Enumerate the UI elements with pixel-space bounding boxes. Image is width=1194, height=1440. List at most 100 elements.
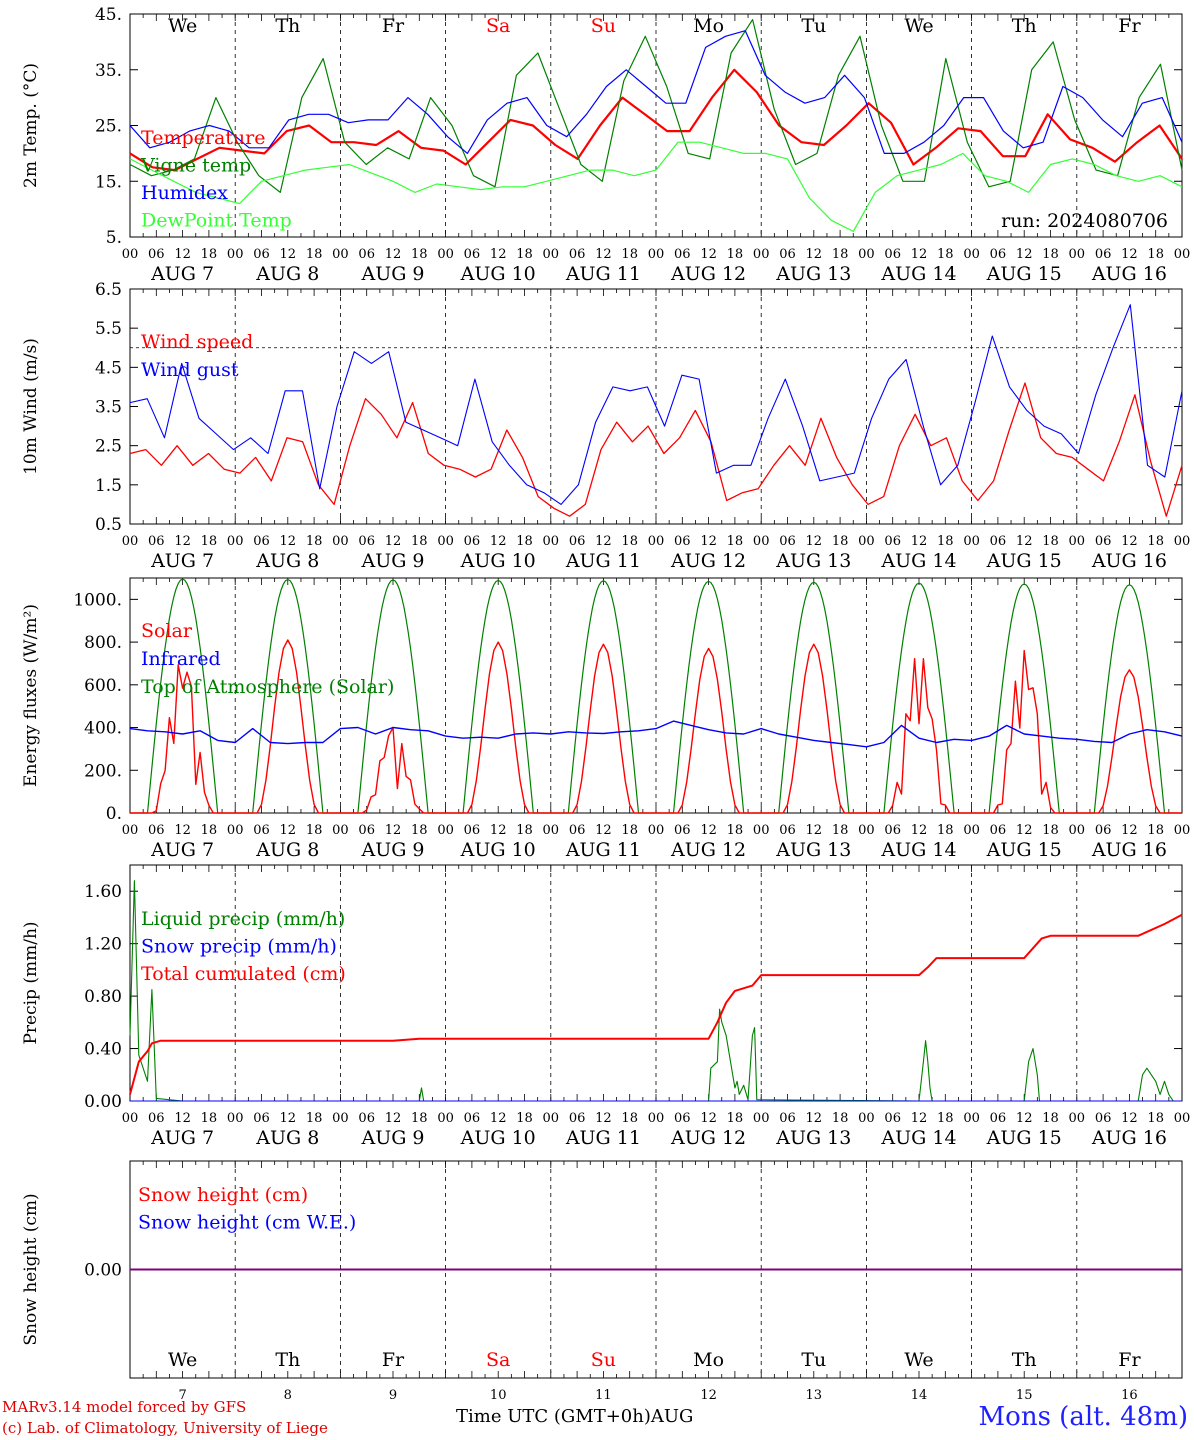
day-number-label: 15 — [1016, 1388, 1033, 1403]
y-tick-label: 1.5 — [95, 476, 122, 496]
weekday-label: Mo — [693, 1349, 724, 1371]
hour-label: 00 — [753, 1111, 770, 1126]
hour-label: 12 — [1016, 534, 1033, 549]
date-label: AUG 14 — [880, 839, 956, 861]
date-label: AUG 7 — [150, 1127, 214, 1149]
y-tick-label: 15. — [95, 172, 122, 192]
hour-label: 12 — [1121, 1111, 1138, 1126]
y-tick-label: 1.60 — [84, 882, 122, 902]
y-tick-label: 600. — [84, 676, 122, 696]
hour-label: 06 — [1095, 247, 1112, 262]
hour-label: 18 — [937, 534, 954, 549]
hour-label: 00 — [122, 534, 139, 549]
series-liquid-precip-mm-h- — [129, 880, 1174, 1102]
weekday-label: Th — [275, 15, 300, 37]
day-number-label: 7 — [178, 1388, 186, 1403]
series-vigne-temp — [129, 19, 1183, 193]
hour-label: 00 — [543, 534, 560, 549]
y-tick-label: 5. — [106, 228, 122, 248]
hour-label: 00 — [753, 823, 770, 838]
weekday-label: Fr — [1118, 1349, 1141, 1371]
hour-label: 00 — [858, 534, 875, 549]
hour-label: 00 — [1174, 1111, 1191, 1126]
y-tick-label: 5.5 — [95, 319, 122, 339]
hour-label: 18 — [1042, 534, 1059, 549]
weekday-label: We — [904, 15, 933, 37]
hour-label: 00 — [437, 534, 454, 549]
date-label: AUG 13 — [775, 263, 851, 285]
hour-label: 12 — [174, 247, 191, 262]
hour-label: 00 — [543, 247, 560, 262]
legend-entry: Vigne temp — [140, 155, 251, 177]
y-tick-label: 0.5 — [95, 515, 122, 535]
hour-label: 12 — [385, 823, 402, 838]
hour-label: 12 — [385, 247, 402, 262]
station-name: Mons (alt. 48m) — [978, 1402, 1188, 1432]
date-label: AUG 13 — [775, 839, 851, 861]
hour-label: 18 — [201, 247, 218, 262]
hour-label: 06 — [1095, 534, 1112, 549]
hour-label: 00 — [437, 247, 454, 262]
hour-label: 18 — [1147, 534, 1164, 549]
date-label: AUG 15 — [986, 1127, 1062, 1149]
hour-label: 18 — [306, 534, 323, 549]
hour-label: 18 — [1042, 247, 1059, 262]
date-label: AUG 7 — [150, 550, 214, 572]
hour-label: 06 — [674, 247, 691, 262]
hour-label: 18 — [516, 247, 533, 262]
date-label: AUG 7 — [150, 839, 214, 861]
day-number-label: 13 — [806, 1388, 823, 1403]
hour-label: 12 — [280, 247, 297, 262]
series-wind-gust — [129, 304, 1183, 505]
hour-label: 18 — [832, 247, 849, 262]
hour-label: 18 — [1042, 1111, 1059, 1126]
y-tick-label: 6.5 — [95, 280, 122, 300]
hour-label: 18 — [832, 823, 849, 838]
series-total-cumulated-cm- — [129, 913, 1183, 1095]
y-tick-label: 3.5 — [95, 398, 122, 418]
legend-entry: Snow height (cm) — [138, 1184, 308, 1206]
hour-label: 06 — [148, 823, 165, 838]
hour-label: 06 — [1095, 823, 1112, 838]
hour-label: 06 — [674, 534, 691, 549]
hour-label: 06 — [464, 823, 481, 838]
hour-label: 12 — [911, 534, 928, 549]
hour-label: 18 — [1147, 823, 1164, 838]
hour-label: 00 — [753, 534, 770, 549]
hour-label: 18 — [727, 1111, 744, 1126]
legend-entry: Solar — [141, 620, 193, 642]
weekday-label: Fr — [382, 15, 405, 37]
hour-label: 06 — [148, 534, 165, 549]
hour-label: 18 — [727, 823, 744, 838]
day-number-label: 8 — [284, 1388, 292, 1403]
y-tick-label: 45. — [95, 5, 122, 25]
hour-label: 12 — [595, 1111, 612, 1126]
date-label: AUG 9 — [360, 1127, 424, 1149]
hour-label: 00 — [753, 247, 770, 262]
hour-label: 12 — [1121, 534, 1138, 549]
x-axis-label: Time UTC (GMT+0h) — [456, 1406, 651, 1427]
hour-label: 00 — [1069, 247, 1086, 262]
hour-label: 18 — [306, 247, 323, 262]
date-label: AUG 13 — [775, 1127, 851, 1149]
hour-label: 12 — [174, 823, 191, 838]
panel-frame-5: 0.00 Snow height (cm) Snow height (cm) Snow… — [21, 1160, 1183, 1403]
lab-credit: (c) Lab. of Climatology, University of L… — [2, 1419, 328, 1437]
hour-label: 00 — [963, 823, 980, 838]
hour-label: 06 — [884, 1111, 901, 1126]
hour-label: 00 — [332, 534, 349, 549]
hour-label: 00 — [122, 247, 139, 262]
hour-label: 00 — [122, 823, 139, 838]
x-axis-title: Time UTC (GMT+0h)AUG — [456, 1406, 693, 1427]
y-tick-label: 0. — [106, 804, 122, 824]
hour-label: 18 — [411, 247, 428, 262]
weekday-label: Tu — [801, 1349, 826, 1371]
hour-label: 00 — [227, 247, 244, 262]
hour-label: 00 — [1069, 1111, 1086, 1126]
date-label: AUG 7 — [150, 263, 214, 285]
hour-label: 12 — [806, 823, 823, 838]
hour-label: 06 — [674, 1111, 691, 1126]
date-label: AUG 15 — [986, 550, 1062, 572]
series-humidex — [129, 30, 1183, 154]
